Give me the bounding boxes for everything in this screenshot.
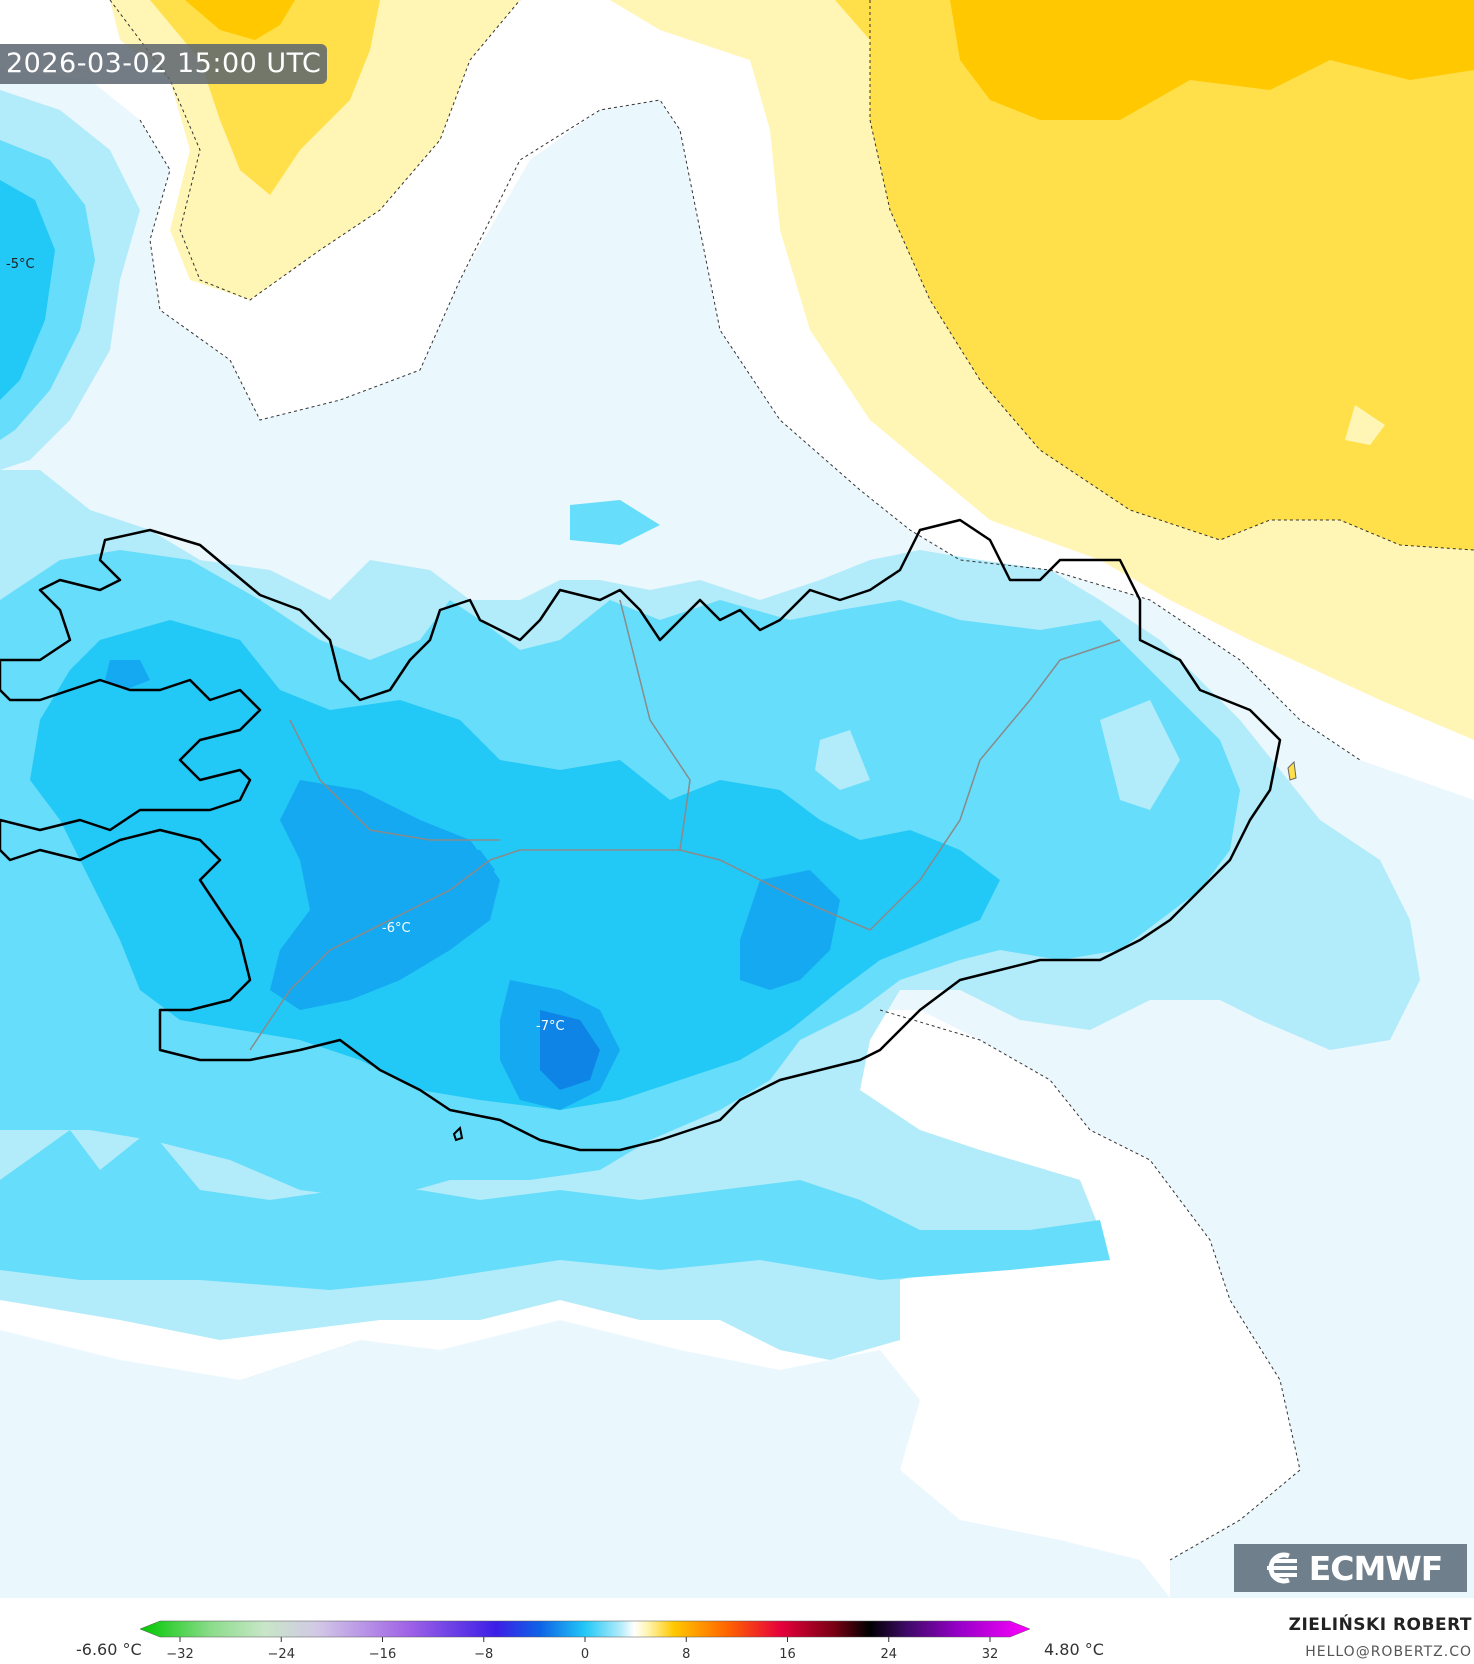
colorbar-tick-label: −24 [268, 1647, 295, 1662]
colorbar-bar [140, 1620, 1031, 1638]
colorbar-tick-label: 0 [581, 1647, 589, 1662]
legend-min-value: -6.60 °C [76, 1640, 142, 1659]
colorbar-tick-label: 32 [982, 1647, 999, 1662]
temperature-map: -5°C -6°C -7°C [0, 0, 1474, 1598]
colorbar-tick-label: 8 [682, 1647, 690, 1662]
warm-zone-northwest-core [185, 0, 295, 40]
cold-zone-northwest-deep [0, 180, 55, 400]
cold-zone-east-warmhole-2 [1100, 700, 1180, 810]
ecmwf-logo: ECMWF [1234, 1544, 1467, 1592]
cold-zone-deep-northwest [105, 660, 150, 690]
colorbar-tick-label: −16 [369, 1647, 396, 1662]
island-east [1287, 760, 1297, 781]
colorbar-tick-label: 16 [779, 1647, 796, 1662]
iceland-coastline [0, 518, 1282, 1152]
warm-contour-east [869, 0, 1474, 551]
contour-label-northwest: -5°C [6, 257, 35, 272]
zero-contour-south [879, 1009, 1301, 1561]
colorbar-ticks: −32 −24 −16 −8 0 8 16 24 32 [166, 1637, 998, 1662]
cold-zone-north-patch [570, 500, 660, 545]
road-line [249, 599, 1121, 1051]
ecmwf-swirl-icon [1266, 1552, 1297, 1584]
colorbar-tick-label: 24 [880, 1647, 897, 1662]
warm-zone-strong [950, 0, 1474, 120]
ecmwf-logo-text: ECMWF [1308, 1548, 1444, 1588]
colorbar-tick-label: −8 [474, 1647, 493, 1662]
contour-label-south: -7°C [536, 1019, 565, 1034]
timestamp-label: 2026-03-02 15:00 UTC [0, 44, 328, 84]
contour-label-center: -6°C [382, 921, 411, 936]
cold-zone-east-warmhole [815, 730, 870, 790]
cold-zone-deep-north [440, 850, 495, 890]
cold-zone-deepest [540, 1010, 600, 1090]
cold-zone-deep-east [740, 870, 840, 990]
cold-zone-bottom-light [0, 1320, 1170, 1598]
author-credit: ZIELIŃSKI ROBERT [1288, 1615, 1472, 1635]
cold-zone-south-band [0, 1130, 1110, 1290]
temperature-colorbar: −32 −24 −16 −8 0 8 16 24 32 [140, 1620, 1031, 1662]
warm-zone-medium [835, 0, 1474, 550]
author-email: HELLO@ROBERTZ.CO [1305, 1644, 1472, 1660]
island-south [452, 1125, 464, 1142]
warm-zone-east-patch [1345, 405, 1385, 445]
colorbar-tick-label: −32 [166, 1647, 193, 1662]
zero-contour-northwest [109, 0, 521, 301]
legend-max-value: 4.80 °C [1044, 1640, 1104, 1659]
